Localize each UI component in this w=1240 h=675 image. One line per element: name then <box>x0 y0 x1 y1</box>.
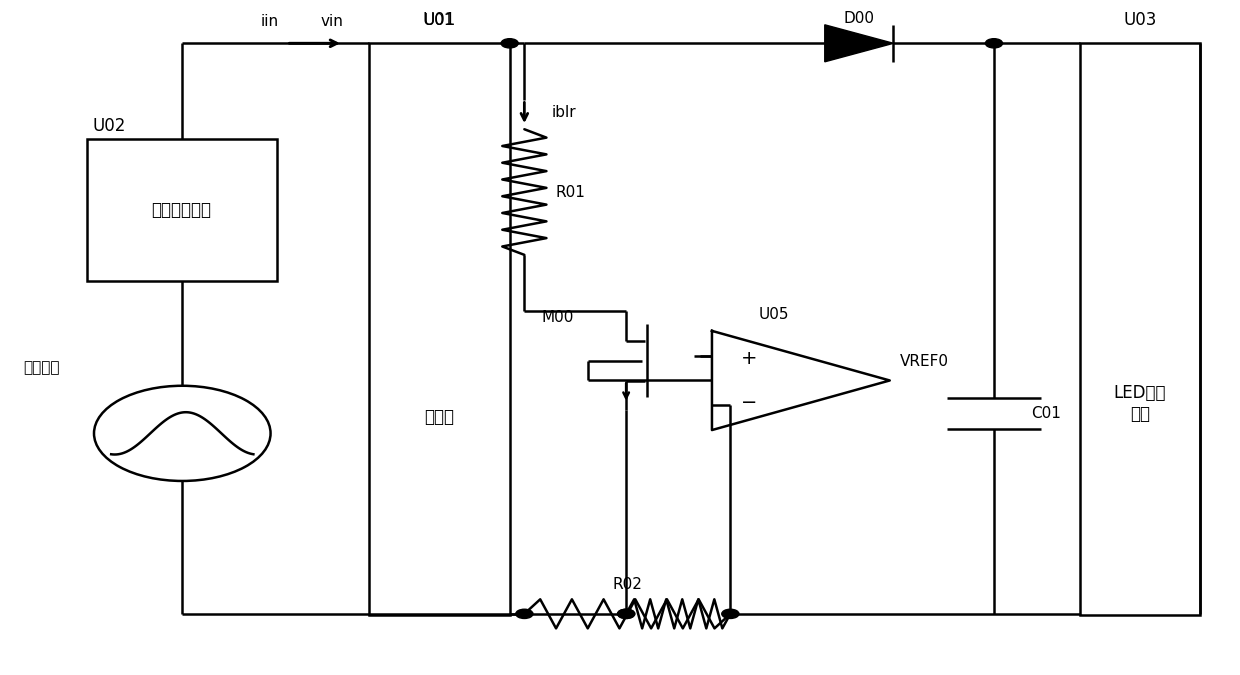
Text: vin: vin <box>320 14 343 29</box>
Bar <box>87 139 277 281</box>
Text: U01: U01 <box>424 13 454 28</box>
Circle shape <box>94 385 270 481</box>
Circle shape <box>986 38 1003 48</box>
Text: D00: D00 <box>843 11 874 26</box>
Circle shape <box>618 610 635 618</box>
Text: iin: iin <box>260 14 279 29</box>
Bar <box>1080 43 1200 615</box>
Text: VREF0: VREF0 <box>899 354 949 369</box>
Text: −: − <box>740 394 756 412</box>
Text: 可控碀调光器: 可控碀调光器 <box>151 201 212 219</box>
Circle shape <box>516 610 533 618</box>
Text: U05: U05 <box>759 307 790 322</box>
Text: R01: R01 <box>556 184 585 200</box>
Text: U01: U01 <box>423 11 456 29</box>
Text: iblr: iblr <box>552 105 575 120</box>
Bar <box>368 43 510 615</box>
Text: U03: U03 <box>1123 11 1157 29</box>
Text: +: + <box>740 349 756 368</box>
Text: 整流桥: 整流桥 <box>424 408 454 426</box>
Circle shape <box>618 610 635 618</box>
Text: 交流输入: 交流输入 <box>24 360 60 375</box>
Circle shape <box>722 610 739 618</box>
Text: C01: C01 <box>1030 406 1060 421</box>
Text: U02: U02 <box>93 117 126 135</box>
Circle shape <box>501 38 518 48</box>
Text: LED驱动
电路: LED驱动 电路 <box>1114 384 1166 423</box>
Text: M00: M00 <box>542 310 574 325</box>
Text: R02: R02 <box>613 576 642 591</box>
Polygon shape <box>825 25 894 62</box>
